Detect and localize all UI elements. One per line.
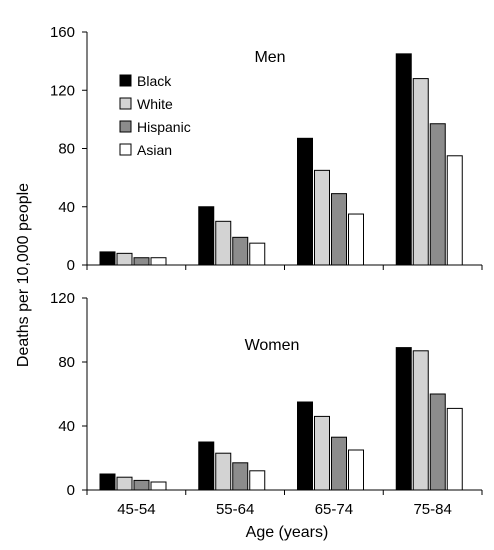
bar-men-black-55-64 [198, 206, 215, 266]
bar-women-asian-65-74 [348, 449, 364, 491]
legend-swatch-white [119, 97, 132, 110]
bar-women-black-45-54 [99, 473, 116, 491]
y-tick-label: 160 [50, 24, 75, 41]
bar-men-black-65-74 [297, 137, 313, 266]
bar-men-hispanic-45-54 [133, 257, 150, 266]
y-tick-label: 80 [58, 354, 75, 371]
x-axis-title: Age (years) [246, 524, 329, 541]
y-tick-label: 80 [58, 141, 75, 158]
bar-men-white-65-74 [314, 169, 330, 266]
panel-title: Men [254, 49, 285, 66]
bar-women-hispanic-65-74 [331, 436, 347, 491]
x-tick-label: 55-64 [216, 501, 254, 518]
bar-women-white-45-54 [116, 476, 133, 491]
legend-label: Black [137, 73, 172, 89]
legend-swatch-black [119, 74, 132, 87]
legend-label: White [137, 96, 173, 112]
bar-women-hispanic-75-84 [429, 393, 446, 491]
bar-women-white-55-64 [215, 452, 232, 491]
bar-men-asian-65-74 [348, 213, 364, 266]
y-tick-label: 0 [67, 482, 75, 499]
y-tick-label: 40 [58, 418, 75, 435]
legend-label: Hispanic [137, 119, 191, 135]
bar-women-black-65-74 [297, 401, 313, 491]
bar-women-hispanic-55-64 [232, 462, 249, 491]
bar-men-white-45-54 [116, 252, 133, 266]
legend-swatch-asian [119, 143, 132, 156]
bar-women-white-75-84 [412, 350, 429, 491]
y-tick-label: 0 [67, 257, 75, 274]
bar-women-black-75-84 [395, 347, 412, 491]
bar-men-hispanic-75-84 [429, 123, 446, 266]
bar-women-asian-45-54 [150, 481, 167, 491]
bar-men-hispanic-65-74 [331, 193, 347, 266]
legend-swatch-hispanic [119, 120, 132, 133]
bar-men-asian-45-54 [150, 257, 167, 266]
panel-men: 0 40 80 120 160 Men [50, 24, 483, 274]
bar-men-white-75-84 [412, 78, 429, 266]
legend: Black White Hispanic Asian [119, 73, 191, 158]
bar-men-asian-75-84 [446, 155, 463, 266]
bar-women-hispanic-45-54 [133, 479, 150, 491]
bar-women-black-55-64 [198, 441, 215, 491]
x-tick-label: 45-54 [117, 501, 155, 518]
x-tick-label: 65-74 [315, 501, 353, 518]
y-tick-label: 120 [50, 290, 75, 307]
bar-men-black-75-84 [395, 53, 412, 266]
legend-label: Asian [137, 142, 172, 158]
y-axis-title: Deaths per 10,000 people [15, 183, 32, 367]
bar-women-white-65-74 [314, 415, 330, 491]
bar-women-asian-75-84 [446, 407, 463, 491]
bar-men-asian-55-64 [249, 242, 266, 266]
y-tick-label: 40 [58, 199, 75, 216]
panel-title: Women [245, 337, 300, 354]
panel-women: 0 40 80 120 Women [50, 290, 483, 499]
bar-women-asian-55-64 [249, 470, 266, 491]
y-tick-label: 120 [50, 82, 75, 99]
x-tick-label: 75-84 [413, 501, 451, 518]
bar-men-black-45-54 [99, 251, 116, 266]
bar-men-hispanic-55-64 [232, 236, 249, 266]
bar-men-white-55-64 [215, 220, 232, 266]
